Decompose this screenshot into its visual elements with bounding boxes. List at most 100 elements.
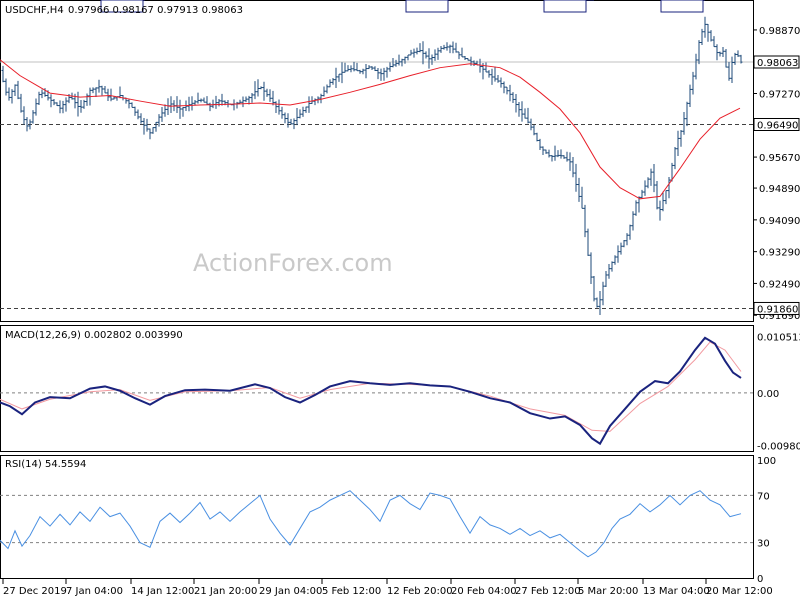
- rsi-panel-frame: [0, 455, 754, 579]
- time-axis-label: 27 Feb 12:00: [515, 586, 581, 597]
- ohlc-bar: [385, 66, 389, 78]
- ohlc-bar: [43, 88, 47, 97]
- ohlc-bar: [148, 128, 152, 140]
- ohlc-bar: [511, 92, 515, 103]
- ohlc-bar: [403, 56, 407, 64]
- ohlc-bar: [367, 65, 371, 70]
- ohlc-bar: [370, 66, 374, 70]
- ohlc-bar: [16, 80, 20, 100]
- ohlc-bar: [547, 149, 551, 158]
- ohlc-bar: [76, 91, 80, 117]
- price-axis-label: 0.94090: [759, 216, 800, 227]
- ohlc-bar: [154, 121, 158, 132]
- price-label: 0.99010: [660, 0, 705, 13]
- ohlc-bar: [523, 108, 527, 119]
- ohlc-bar: [28, 119, 32, 130]
- ohlc-bar: [163, 104, 167, 117]
- ohlc-bar: [40, 89, 44, 99]
- ohlc-bar: [556, 150, 560, 158]
- ohlc-bar: [667, 177, 671, 199]
- ohlc-bar: [550, 155, 554, 162]
- ohlc-bar: [61, 100, 65, 114]
- ohlc-bar: [571, 157, 575, 178]
- macd-signal-line: [0, 341, 742, 432]
- price-layer: 0.98480 0.96130 0.91810 0.99010: [0, 0, 753, 316]
- ohlc-bar: [343, 62, 347, 73]
- ohlc-bar: [715, 44, 719, 61]
- ohlc-bar: [283, 112, 287, 124]
- ohlc-bar: [649, 168, 653, 186]
- ohlc-bar: [352, 61, 356, 72]
- macd-panel-frame: [0, 325, 754, 452]
- ohlc-bar: [7, 87, 11, 101]
- ohlc-bar: [652, 163, 656, 193]
- ohlc-bar: [64, 97, 68, 112]
- ohlc-bar: [304, 106, 308, 113]
- ohlc-bar: [433, 49, 437, 61]
- ohlc-bar: [709, 30, 713, 42]
- watermark: ActionForex.com: [193, 249, 393, 277]
- ohlc-bar: [685, 101, 689, 127]
- price-label-text: 0.98480: [409, 0, 450, 3]
- ohlc-bar: [535, 132, 539, 142]
- ohlc-bar: [100, 85, 104, 96]
- ohlc-bar: [517, 101, 521, 117]
- ohlc-bar: [730, 56, 734, 84]
- ohlc-bar: [325, 84, 329, 94]
- ohlc-bar: [565, 151, 569, 162]
- ohlc-bar: [493, 66, 497, 82]
- ohlc-bar: [718, 51, 722, 57]
- ohlc-bar: [328, 79, 332, 88]
- ohlc-bar: [298, 109, 302, 119]
- time-axis-label: 14 Jan 12:00: [131, 586, 194, 597]
- axis-layer: 0.98870 0.97270 0.95670 0.94890 0.94090 0.932…: [2, 26, 800, 597]
- ohlc-bar: [22, 106, 26, 125]
- ohlc-bar: [496, 74, 500, 83]
- time-axis-label: 21 Jan 20:00: [194, 586, 257, 597]
- ohlc-bar: [628, 224, 632, 240]
- ohlc-bar: [307, 96, 311, 113]
- price-axis-highlight-box: [753, 301, 800, 315]
- price-label-box: [405, 0, 449, 13]
- ohlc-bar: [130, 102, 134, 108]
- rsi-axis-label: 30: [757, 539, 770, 550]
- ohlc-bar: [238, 99, 242, 104]
- ohlc-bar: [664, 190, 668, 205]
- ohlc-bar: [574, 163, 578, 192]
- ohlc-bar: [418, 43, 422, 53]
- ohlc-bar: [256, 79, 260, 97]
- ohlc-bar: [181, 106, 185, 117]
- ohlc-bar: [439, 45, 443, 53]
- ohlc-bar: [436, 47, 440, 60]
- price-label-box: [543, 0, 587, 13]
- ohlc-bar: [394, 59, 398, 67]
- ohlc-bar: [724, 48, 728, 68]
- macd-axis-label: 0.00: [757, 389, 779, 400]
- ohlc-bar: [193, 99, 197, 106]
- ohlc-bar: [697, 40, 701, 65]
- ohlc-bar: [361, 68, 365, 75]
- price-panel-frame: [0, 0, 754, 322]
- macd-title: MACD(12,26,9) 0.002802 0.003990: [5, 330, 183, 341]
- price-label: 0.91810: [543, 0, 594, 13]
- ohlc-bar: [445, 42, 449, 51]
- ohlc-bar: [625, 233, 629, 246]
- ohlc-bar: [682, 111, 686, 135]
- ohlc-bar: [340, 62, 344, 84]
- ohlc-bar: [19, 93, 23, 113]
- ohlc-bar: [607, 263, 611, 279]
- ohlc-bar: [220, 93, 224, 106]
- ohlc-bar: [301, 106, 305, 117]
- moving-average-line: [0, 59, 741, 200]
- ohlc-bar: [265, 88, 269, 97]
- ohlc-bar: [37, 91, 41, 106]
- ohlc-bar: [1, 65, 5, 83]
- price-axis-highlight-label: 0.96490: [757, 120, 798, 131]
- price-axis-label: 0.94890: [759, 184, 800, 195]
- price-label-box: [660, 0, 704, 13]
- ohlc-bar: [85, 93, 89, 106]
- ohlc-bar: [631, 211, 635, 231]
- ohlc-bar: [34, 98, 38, 116]
- ohlc-bar: [472, 60, 476, 67]
